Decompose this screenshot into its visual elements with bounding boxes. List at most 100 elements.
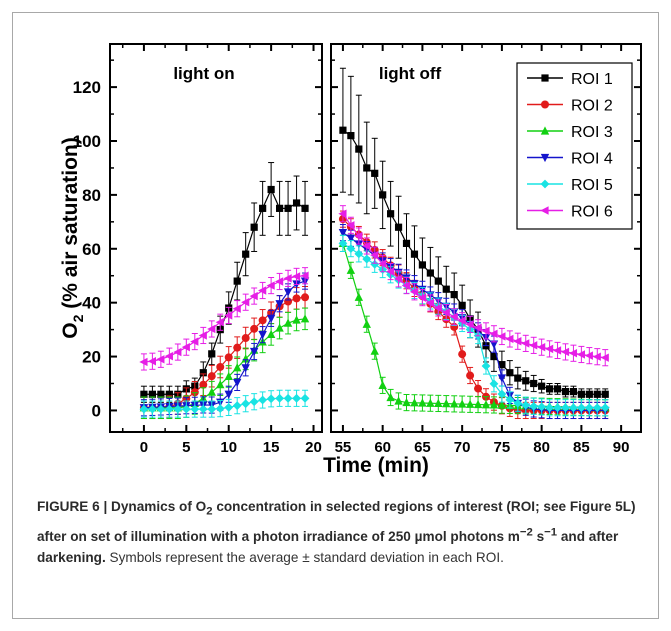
- data-point: [156, 404, 166, 414]
- data-point: [386, 267, 395, 276]
- data-point: [592, 403, 602, 413]
- data-point: [362, 254, 372, 264]
- x-tick-label: 0: [140, 439, 148, 456]
- data-point: [198, 331, 207, 340]
- x-tick-label: 15: [263, 439, 280, 456]
- data-point: [576, 350, 585, 359]
- data-point: [530, 379, 538, 388]
- data-point: [497, 374, 507, 383]
- data-point: [173, 404, 183, 414]
- data-point: [346, 265, 356, 274]
- data-point: [402, 397, 411, 407]
- data-point: [339, 126, 347, 134]
- data-point: [600, 403, 610, 413]
- data-point: [577, 390, 585, 398]
- y-label-subscript: 2: [70, 314, 86, 322]
- data-point: [450, 290, 458, 299]
- data-point: [301, 204, 309, 212]
- data-point: [250, 324, 259, 333]
- data-point: [300, 314, 310, 323]
- x-tick-label: 85: [573, 439, 590, 456]
- data-layer: [139, 67, 610, 420]
- data-point: [164, 404, 174, 414]
- data-point: [346, 221, 355, 230]
- data-point: [593, 390, 601, 398]
- data-point: [363, 164, 371, 172]
- data-point: [465, 399, 475, 408]
- data-point: [434, 398, 443, 408]
- data-point: [276, 204, 284, 212]
- data-point: [505, 395, 515, 405]
- data-point: [354, 292, 364, 301]
- data-point: [258, 316, 267, 325]
- legend-marker: [541, 100, 549, 109]
- caption-body: Symbols represent the average ± standard…: [105, 550, 504, 566]
- legend-label: ROI 6: [571, 204, 613, 221]
- data-point: [418, 398, 427, 407]
- data-point: [241, 354, 250, 363]
- data-point: [241, 298, 250, 307]
- data-point: [258, 331, 267, 340]
- data-point: [569, 387, 578, 396]
- series-1: [140, 67, 609, 403]
- data-point: [569, 403, 578, 413]
- data-point: [249, 347, 259, 357]
- data-point: [300, 271, 309, 280]
- data-point: [410, 250, 419, 258]
- data-point: [291, 272, 301, 281]
- data-point: [538, 382, 546, 390]
- data-point: [157, 390, 165, 398]
- data-point: [442, 285, 450, 293]
- data-point: [552, 346, 562, 355]
- data-point: [241, 334, 250, 343]
- data-point: [426, 398, 435, 407]
- data-point: [207, 387, 216, 396]
- data-point: [466, 371, 475, 380]
- data-point: [409, 287, 419, 297]
- data-point: [442, 399, 451, 408]
- data-point: [370, 259, 380, 269]
- data-point: [529, 401, 539, 411]
- legend-label: ROI 3: [571, 124, 613, 141]
- data-point: [441, 308, 450, 317]
- y-tick-label: 0: [92, 401, 101, 420]
- x-tick-label: 55: [335, 439, 352, 456]
- data-point: [338, 238, 348, 248]
- data-point: [481, 361, 491, 371]
- data-point: [378, 380, 387, 389]
- data-point: [378, 259, 387, 268]
- data-point: [379, 191, 387, 199]
- legend-marker: [541, 74, 549, 82]
- data-point: [266, 394, 276, 404]
- data-point: [402, 239, 411, 247]
- data-point: [284, 204, 292, 212]
- data-point: [585, 390, 593, 398]
- data-point: [215, 318, 224, 327]
- x-tick-label: 60: [374, 439, 391, 456]
- x-tick-label: 10: [220, 439, 237, 456]
- data-point: [449, 312, 458, 321]
- panel-annotation: light on: [173, 64, 234, 83]
- data-point: [224, 403, 234, 412]
- data-point: [544, 344, 554, 354]
- y-tick-label: 100: [73, 132, 101, 151]
- data-point: [434, 277, 442, 285]
- data-point: [592, 352, 601, 361]
- data-point: [481, 326, 490, 336]
- axes-layer: 0 5 10 15 20 0 20 40 60 80 100 120 light on 55 60 65 70 7…: [59, 43, 642, 477]
- data-point: [433, 303, 442, 313]
- data-point: [241, 399, 251, 409]
- data-point: [232, 304, 241, 313]
- data-point: [190, 404, 200, 414]
- data-point: [458, 350, 467, 359]
- legend-marker: [540, 153, 550, 163]
- data-point: [347, 132, 355, 140]
- data-point: [156, 355, 165, 364]
- data-point: [465, 320, 474, 329]
- data-point: [537, 402, 547, 412]
- y-label-part: (% air saturation): [59, 137, 82, 314]
- data-point: [386, 392, 395, 402]
- data-point: [417, 293, 427, 302]
- data-point: [232, 401, 242, 411]
- data-point: [489, 379, 499, 389]
